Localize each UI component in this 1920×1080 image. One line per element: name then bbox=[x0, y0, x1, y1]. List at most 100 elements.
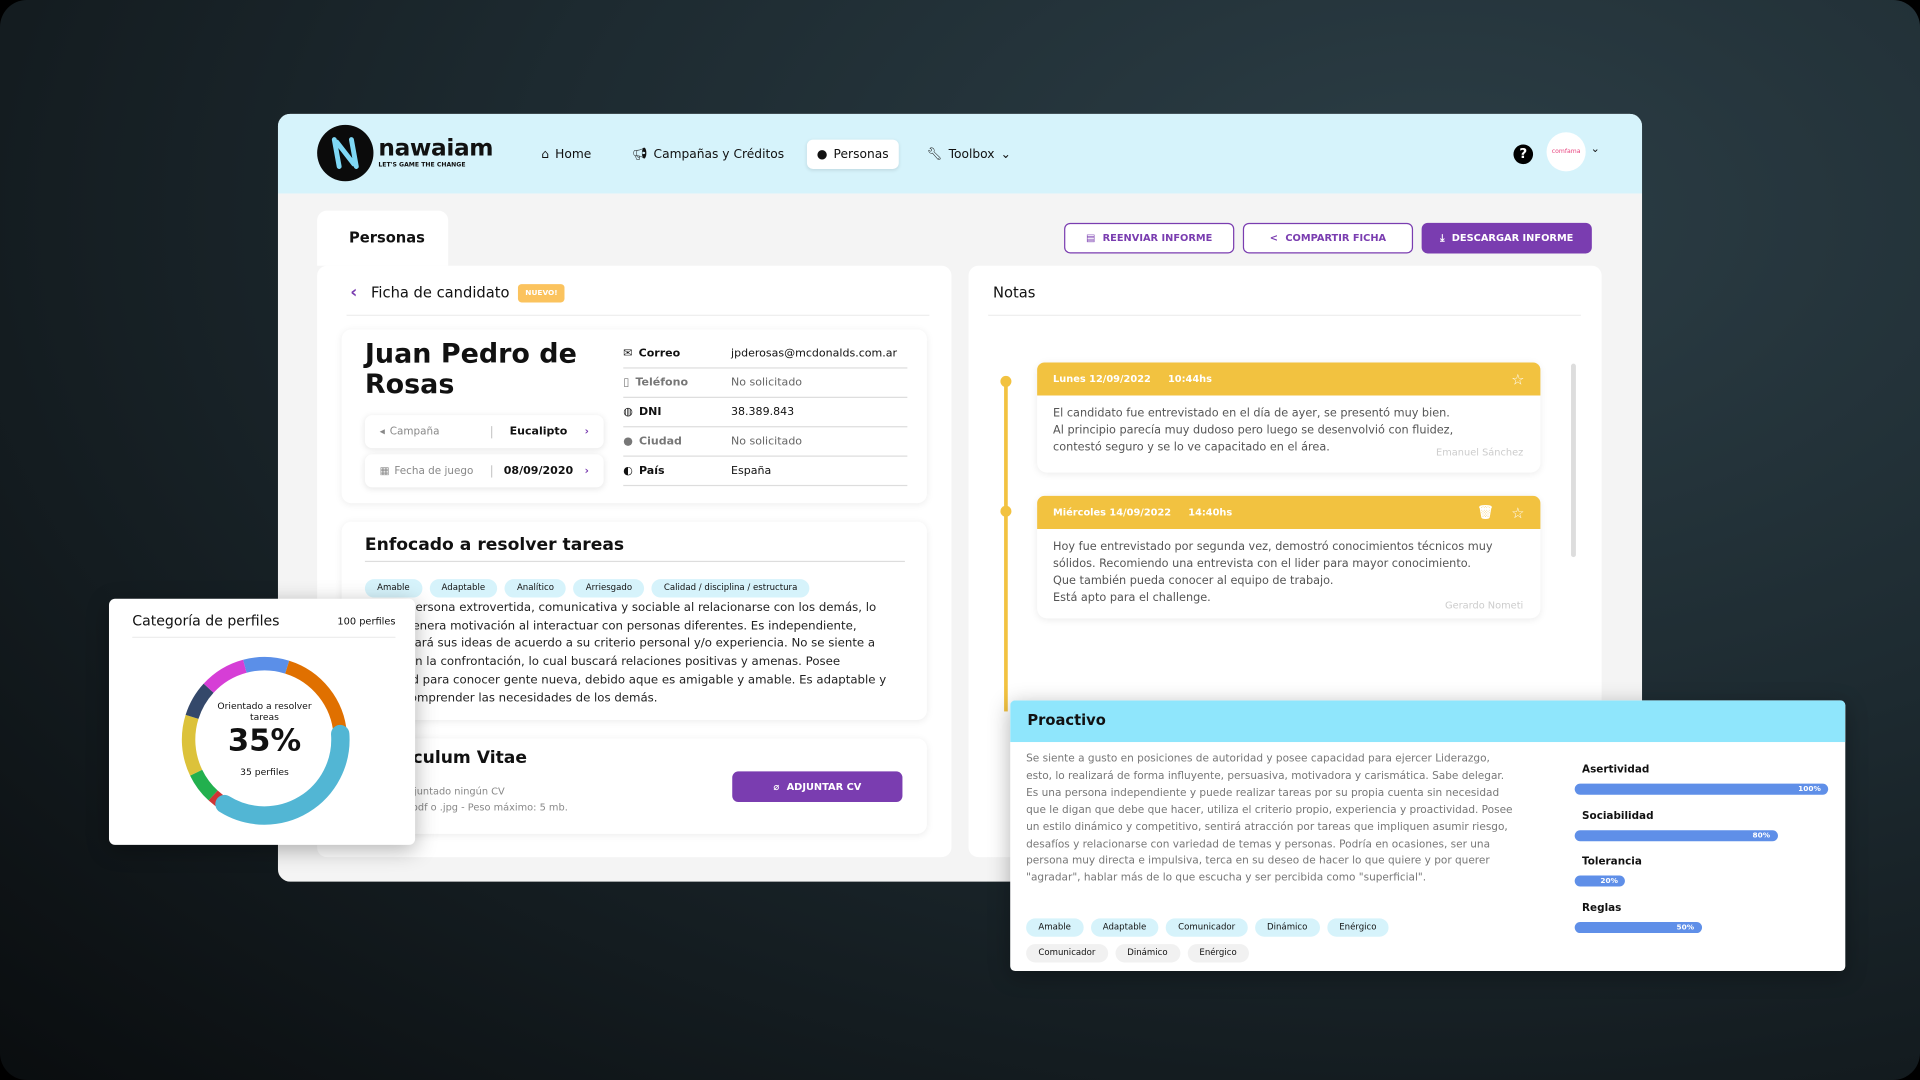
nav-toolbox[interactable]: 🔧︎ Toolbox ⌄ bbox=[917, 140, 1021, 169]
tag: Adaptable bbox=[1090, 918, 1159, 937]
wrench-icon: 🔧︎ bbox=[926, 147, 943, 162]
cv-hint-line: No has adjuntado ningún CV bbox=[364, 786, 505, 798]
info-value: 38.389.843 bbox=[731, 405, 795, 419]
text-line: un estilo dinámico y competitivo, sentir… bbox=[1026, 821, 1508, 834]
globe-icon: ◐ bbox=[623, 464, 633, 477]
candidate-card: Juan Pedro de Rosas ◂ Campaña Eucalipto › ▦… bbox=[341, 329, 927, 504]
download-report-button[interactable]: ⤓ DESCARGAR INFORME bbox=[1421, 222, 1592, 254]
proactivo-description: Se siente a gusto en posiciones de autor… bbox=[1026, 752, 1512, 888]
proactivo-title: Proactivo bbox=[1027, 711, 1106, 729]
donut-slice[interactable] bbox=[190, 769, 218, 801]
chevron-down-icon: ⌄ bbox=[1000, 147, 1011, 162]
donut-slice[interactable] bbox=[215, 724, 350, 825]
center-value: 35% bbox=[227, 722, 302, 758]
note-line: contestó seguro y se lo ve capacitado en… bbox=[1053, 440, 1330, 455]
proactivo-tags-secondary: Comunicador Dinámico Enérgico bbox=[1026, 937, 1256, 963]
donut-slice[interactable] bbox=[284, 660, 347, 735]
info-key: Correo bbox=[638, 347, 681, 360]
timeline-dot bbox=[1000, 505, 1012, 517]
chart-total: 100 perfiles bbox=[337, 615, 396, 627]
text-line: Es una persona independiente y puede rea… bbox=[1026, 787, 1500, 800]
timeline-line bbox=[1004, 380, 1008, 712]
info-row-email: ✉ Correo jpderosas@mcdonalds.com.ar bbox=[623, 339, 908, 369]
text-line: busca comprender las necesidades de los … bbox=[364, 691, 658, 705]
timeline-dot bbox=[1000, 375, 1012, 387]
top-nav: nawaiam LET'S GAME THE CHANGE ⌂ Home 📢︎ Ca… bbox=[277, 113, 1643, 194]
game-date-link[interactable]: ▦ Fecha de juego 08/09/2020 › bbox=[365, 454, 604, 487]
skill-bar: 50% bbox=[1574, 921, 1702, 933]
profile-category-card: Categoría de perfiles 100 perfiles Orien… bbox=[108, 598, 416, 845]
avatar[interactable]: comfama bbox=[1546, 132, 1586, 172]
skill-label: Asertividad bbox=[1582, 764, 1650, 777]
tag: Enérgico bbox=[1187, 944, 1249, 963]
note-line: Hoy fue entrevistado por segunda vez, de… bbox=[1053, 540, 1493, 554]
brand-name: nawaiam bbox=[378, 134, 494, 162]
info-value: No solicitado bbox=[731, 376, 803, 389]
date-label: Fecha de juego bbox=[394, 464, 474, 477]
center-sub: 35 perfiles bbox=[240, 766, 289, 778]
note-time: 10:44hs bbox=[1167, 373, 1212, 385]
donut-slice[interactable] bbox=[203, 659, 247, 693]
tag: Amable bbox=[1026, 918, 1084, 937]
trash-icon[interactable]: 🗑︎ bbox=[1477, 504, 1495, 521]
text-line: Es una persona extrovertida, comunicativ… bbox=[364, 601, 877, 615]
donut-slice[interactable] bbox=[185, 683, 214, 720]
button-label: ADJUNTAR CV bbox=[786, 781, 862, 793]
text-line: habilidad para conocer gente nueva, debi… bbox=[364, 673, 887, 687]
download-icon: ⤓ bbox=[1440, 232, 1445, 244]
scrollbar[interactable] bbox=[1571, 363, 1576, 558]
date-value: 08/09/2020 bbox=[503, 464, 574, 477]
logo-icon[interactable] bbox=[317, 124, 374, 182]
cv-hint: No has adjuntado ningún CV Formato .pdf o… bbox=[365, 784, 568, 816]
star-icon[interactable]: ☆ bbox=[1511, 503, 1525, 522]
contact-info: ✉ Correo jpderosas@mcdonalds.com.ar ▯ Teléf… bbox=[623, 339, 908, 492]
user-icon: ● bbox=[816, 147, 828, 162]
mail-icon: ✉ bbox=[623, 347, 633, 360]
skill-label: Tolerancia bbox=[1582, 855, 1642, 869]
candidate-panel: ‹ Ficha de candidato NUEVO! Juan Pedro d… bbox=[317, 265, 952, 858]
button-label: DESCARGAR INFORME bbox=[1451, 232, 1574, 244]
donut-slice[interactable] bbox=[243, 656, 290, 674]
text-line: Se siente a gusto en posiciones de autor… bbox=[1026, 753, 1490, 766]
note-time: 14:40hs bbox=[1188, 506, 1233, 518]
campaign-link[interactable]: ◂ Campaña Eucalipto › bbox=[365, 415, 604, 448]
note-date: Lunes 12/09/2022 bbox=[1053, 373, 1151, 385]
button-label: REENVIAR INFORME bbox=[1102, 232, 1213, 244]
brand-tagline: LET'S GAME THE CHANGE bbox=[378, 161, 466, 169]
profile-description: Es una persona extrovertida, comunicativ… bbox=[365, 600, 916, 708]
cv-card: Curriculum Vitae No has adjuntado ningún… bbox=[341, 738, 927, 834]
clipboard-icon: ▤ bbox=[1086, 232, 1096, 244]
text-line: que le digan que debe que hacer, utiliza… bbox=[1026, 804, 1513, 817]
skill-label: Reglas bbox=[1582, 901, 1622, 915]
nav-home[interactable]: ⌂ Home bbox=[531, 140, 601, 169]
section-title: Ficha de candidato bbox=[371, 284, 510, 302]
chevron-down-icon[interactable]: ⌄ bbox=[1590, 143, 1600, 156]
nav-label: Campañas y Créditos bbox=[653, 147, 785, 162]
share-button[interactable]: < COMPARTIR FICHA bbox=[1242, 222, 1414, 254]
tag: Dinámico bbox=[1114, 944, 1180, 963]
help-icon[interactable]: ? bbox=[1513, 144, 1534, 165]
tab-personas[interactable]: Personas bbox=[317, 210, 449, 266]
profile-title: Enfocado a resolver tareas bbox=[364, 535, 625, 555]
donut-chart bbox=[181, 656, 350, 825]
profile-tags: Amable Adaptable Analítico Arriesgado Calida… bbox=[364, 572, 817, 598]
divider bbox=[364, 560, 905, 563]
note-line: sólidos. Recomiendo una entrevista con e… bbox=[1053, 557, 1471, 571]
donut-slice[interactable] bbox=[181, 714, 203, 776]
resend-report-button[interactable]: ▤ REENVIAR INFORME bbox=[1064, 222, 1235, 254]
divider bbox=[132, 636, 396, 638]
nav-label: Home bbox=[555, 147, 592, 162]
info-value: No solicitado bbox=[731, 435, 803, 448]
back-chevron-icon[interactable]: ‹ bbox=[350, 282, 358, 303]
text-line: comunicará sus ideas de acuerdo a su cri… bbox=[364, 637, 876, 651]
star-icon[interactable]: ☆ bbox=[1511, 370, 1525, 388]
nav-personas[interactable]: ● Personas bbox=[806, 139, 899, 169]
nav-campanas[interactable]: 📢︎ Campañas y Créditos bbox=[622, 140, 794, 169]
tag: Amable bbox=[364, 579, 422, 598]
share-icon: < bbox=[1269, 232, 1278, 244]
attach-cv-button[interactable]: ⌀ ADJUNTAR CV bbox=[732, 771, 903, 803]
info-value: jpderosas@mcdonalds.com.ar bbox=[731, 347, 898, 360]
skill-bar: 20% bbox=[1574, 875, 1626, 887]
notes-title: Notas bbox=[993, 284, 1036, 302]
